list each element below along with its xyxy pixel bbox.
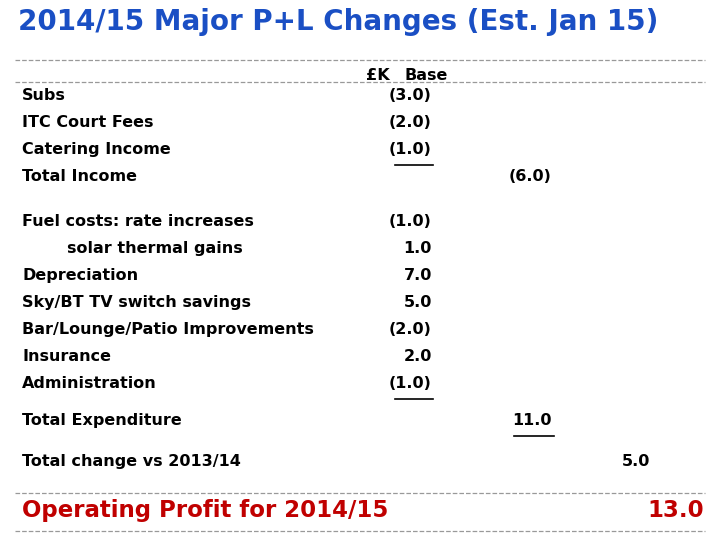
Text: 5.0: 5.0 [404, 295, 432, 310]
Text: Base: Base [405, 68, 449, 83]
Text: Bar/Lounge/Patio Improvements: Bar/Lounge/Patio Improvements [22, 322, 314, 337]
Text: (6.0): (6.0) [509, 169, 552, 184]
Text: Administration: Administration [22, 376, 157, 391]
Text: Total Expenditure: Total Expenditure [22, 413, 181, 428]
Text: (3.0): (3.0) [389, 88, 432, 103]
Text: (1.0): (1.0) [389, 214, 432, 229]
Text: (1.0): (1.0) [389, 142, 432, 157]
Text: Fuel costs: rate increases: Fuel costs: rate increases [22, 214, 254, 229]
Text: ITC Court Fees: ITC Court Fees [22, 115, 153, 130]
Text: 13.0: 13.0 [647, 499, 704, 522]
Text: 1.0: 1.0 [404, 241, 432, 256]
Text: 7.0: 7.0 [404, 268, 432, 283]
Text: ▶: ▶ [16, 539, 26, 540]
Text: Operating Profit for 2014/15: Operating Profit for 2014/15 [22, 499, 388, 522]
Text: 5.0: 5.0 [621, 454, 650, 469]
Text: Sky/BT TV switch savings: Sky/BT TV switch savings [22, 295, 251, 310]
Text: Catering Income: Catering Income [22, 142, 171, 157]
Text: £K: £K [366, 68, 390, 83]
Text: (2.0): (2.0) [389, 115, 432, 130]
Text: 2.0: 2.0 [404, 349, 432, 364]
Text: (1.0): (1.0) [389, 376, 432, 391]
Text: Total Income: Total Income [22, 169, 137, 184]
Text: Subs: Subs [22, 88, 66, 103]
Text: solar thermal gains: solar thermal gains [22, 241, 243, 256]
Text: 2014/15 Major P+L Changes (Est. Jan 15): 2014/15 Major P+L Changes (Est. Jan 15) [18, 8, 658, 36]
Text: Depreciation: Depreciation [22, 268, 138, 283]
Text: Total change vs 2013/14: Total change vs 2013/14 [22, 454, 241, 469]
Text: 11.0: 11.0 [513, 413, 552, 428]
Text: (2.0): (2.0) [389, 322, 432, 337]
Text: Insurance: Insurance [22, 349, 111, 364]
